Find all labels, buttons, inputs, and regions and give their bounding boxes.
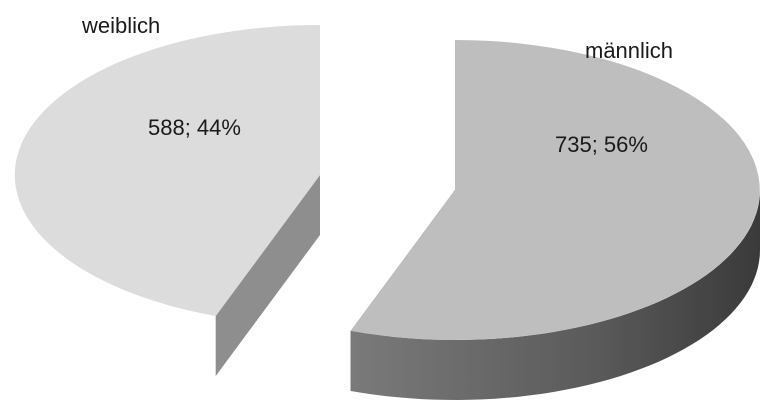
category-label-maennlich: männlich [585, 38, 673, 63]
data-label-weiblich: 588; 44% [148, 115, 241, 140]
category-label-weiblich: weiblich [81, 13, 160, 38]
data-label-maennlich: 735; 56% [555, 132, 648, 157]
slice-maennlich [351, 40, 760, 400]
slice-weiblich [15, 25, 320, 376]
